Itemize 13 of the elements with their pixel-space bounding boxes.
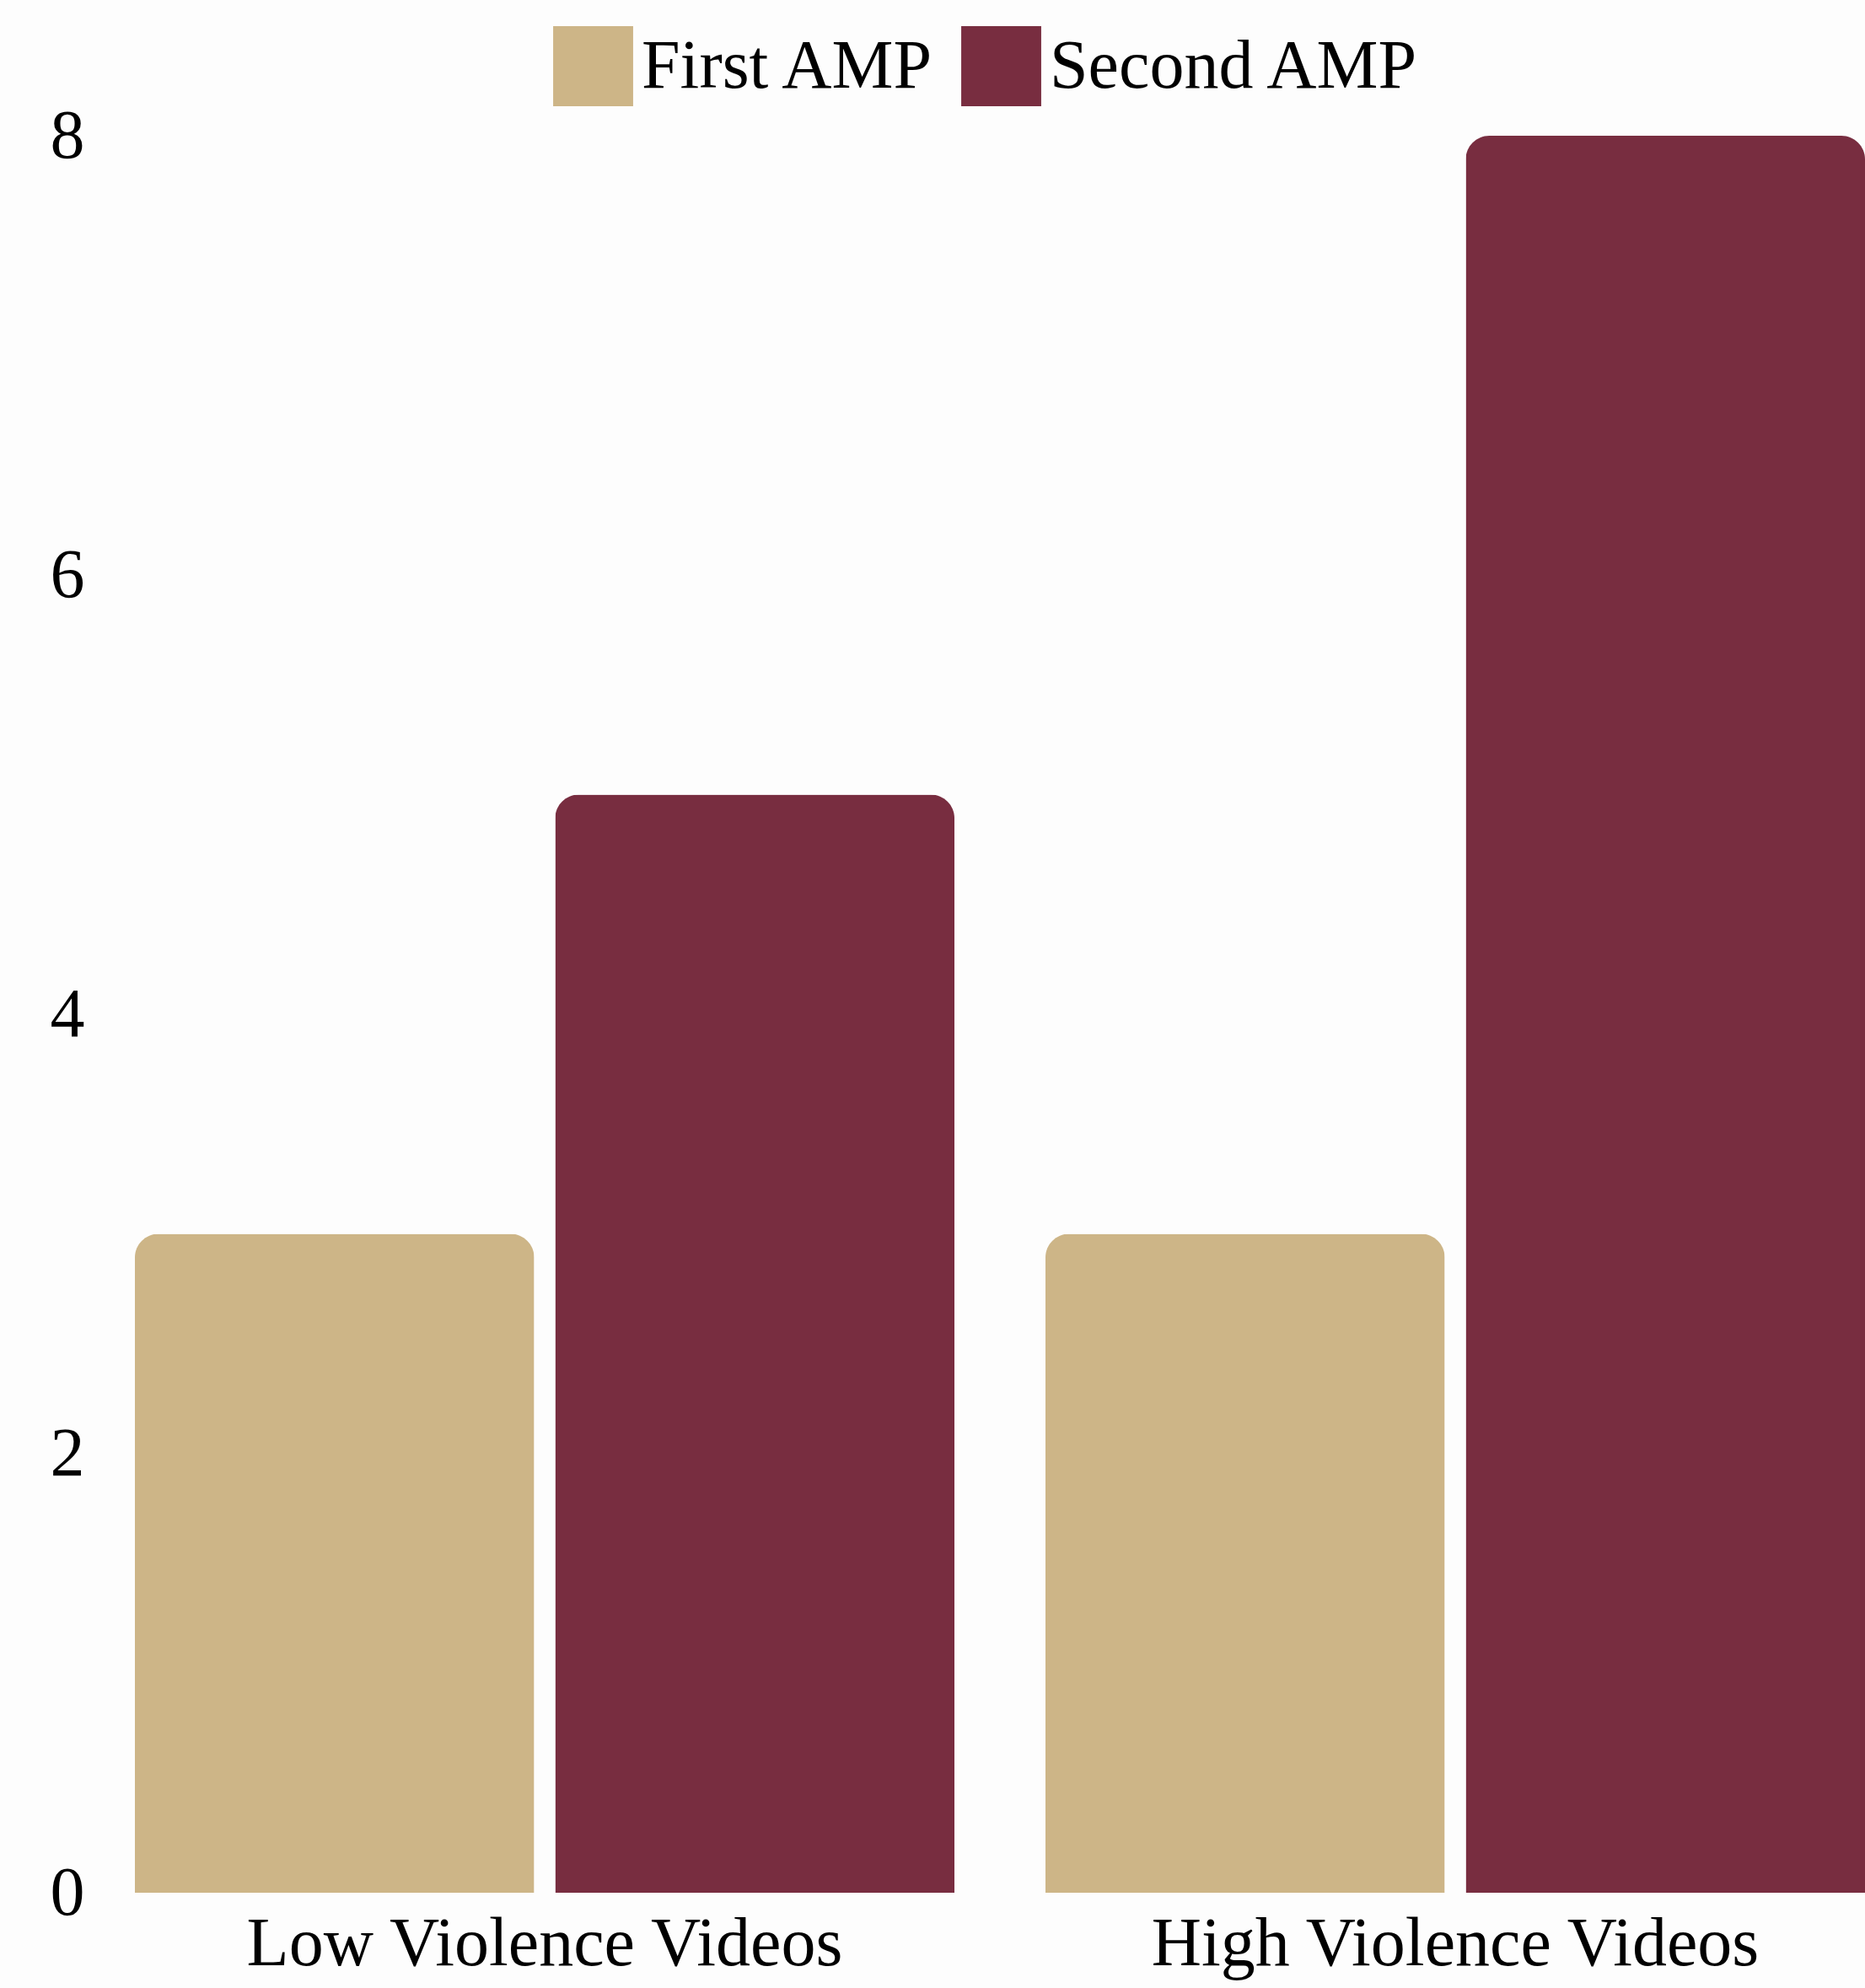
x-tick-label: High Violence Videos (1151, 1903, 1760, 1980)
y-tick-label: 2 (50, 1413, 85, 1491)
x-tick-label: Low Violence Videos (246, 1903, 843, 1980)
y-tick-label: 6 (50, 535, 85, 612)
bar (135, 1233, 535, 1893)
y-tick-label: 8 (50, 95, 85, 173)
y-tick-label: 4 (50, 974, 85, 1051)
bar (555, 794, 954, 1893)
bar (1465, 136, 1865, 1893)
y-tick-label: 0 (50, 1852, 85, 1930)
legend-label: Second AMP (1050, 25, 1417, 103)
bar (1045, 1233, 1445, 1893)
legend-label: First AMP (642, 25, 932, 103)
